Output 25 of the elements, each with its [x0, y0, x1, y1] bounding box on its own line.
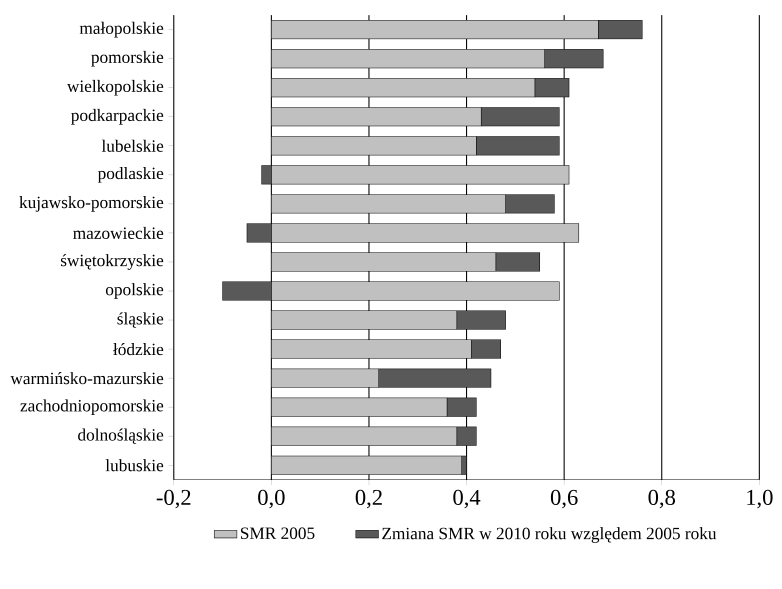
x-tick-label: 0,4	[453, 490, 480, 508]
y-tick-label: mazowieckie	[73, 226, 164, 239]
x-tick-label: 1,0	[747, 490, 773, 508]
y-tick-label: śląskie	[118, 312, 164, 328]
y-tick-label: świętokrzyskie	[60, 254, 164, 270]
y-tick-label: kujawsko-pomorskie	[19, 196, 164, 212]
x-tick-label: -0,2	[156, 490, 190, 508]
y-tick-label: lubuskie	[106, 459, 164, 472]
y-tick-label: lubelskie	[102, 140, 164, 152]
y-tick-label: małopolskie	[80, 22, 164, 38]
x-tick-label: 0,0	[258, 490, 285, 508]
y-tick-label: opolskie	[106, 283, 164, 299]
y-tick-label: podkarpackie	[71, 108, 164, 124]
y-tick-label: dolnośląskie	[78, 428, 164, 444]
x-tick-label: 0,2	[356, 490, 382, 508]
y-tick-label: pomorskie	[91, 50, 164, 66]
legend-label: SMR 2005	[240, 527, 314, 539]
y-tick-label: podlaskie	[98, 166, 164, 182]
y-tick-label: łódzkie	[113, 342, 164, 356]
x-tick-label: 0,8	[648, 490, 675, 508]
legend-label: Zmiana SMR w 2010 roku względem 2005 roku	[382, 527, 716, 543]
y-tick-label: zachodniopomorskie	[20, 399, 164, 415]
y-tick-label: warmińsko-mazurskie	[10, 372, 164, 384]
y-tick-label: wielkopolskie	[66, 80, 164, 96]
x-tick-label: 0,6	[550, 490, 578, 508]
